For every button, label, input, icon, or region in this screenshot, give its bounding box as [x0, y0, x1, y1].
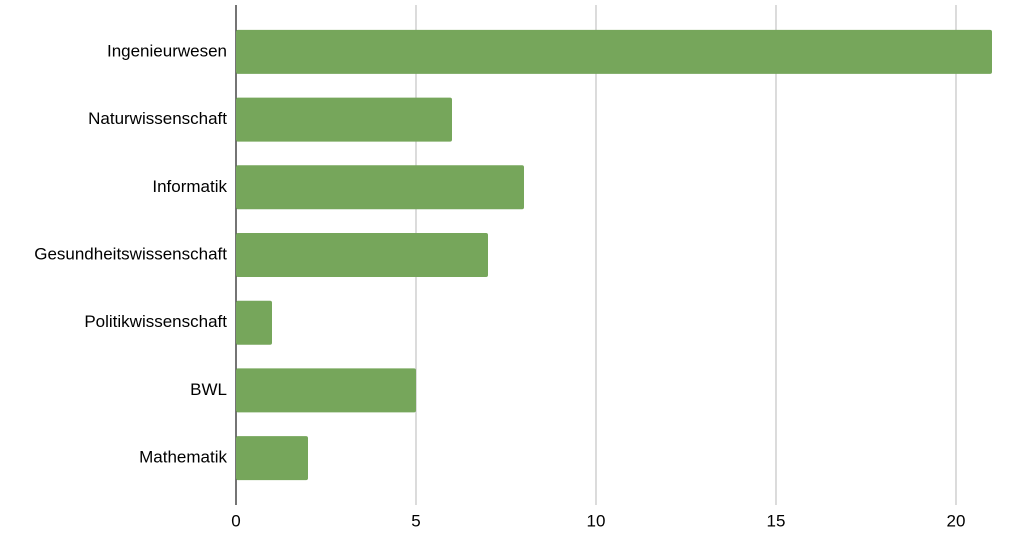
x-tick-label: 10 [587, 511, 606, 530]
y-tick-label: BWL [190, 380, 227, 399]
y-tick-label: Naturwissenschaft [88, 109, 227, 128]
y-tick-label: Gesundheitswissenschaft [34, 244, 227, 263]
bar [236, 29, 992, 74]
y-tick-label: Politikwissenschaft [84, 312, 227, 331]
x-tick-label: 20 [947, 511, 966, 530]
y-tick-label: Ingenieurwesen [107, 41, 227, 60]
bar [236, 368, 416, 413]
bar [236, 165, 524, 210]
y-tick-label: Mathematik [139, 448, 227, 467]
bar [236, 300, 272, 345]
x-tick-label: 0 [231, 511, 240, 530]
x-tick-label: 15 [767, 511, 786, 530]
bar [236, 436, 308, 481]
y-tick-label: Informatik [152, 177, 227, 196]
x-tick-label: 5 [411, 511, 420, 530]
bar [236, 233, 488, 277]
bar [236, 97, 452, 142]
